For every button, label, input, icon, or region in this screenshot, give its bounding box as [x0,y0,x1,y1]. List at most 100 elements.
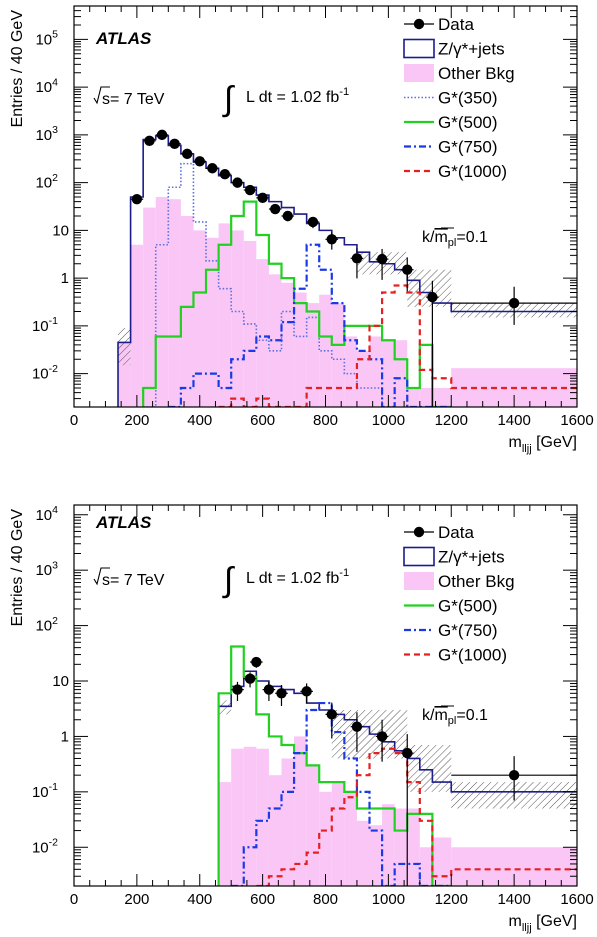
legend-label: G*(1000) [438,162,507,181]
y-tick-label: 102 [35,172,58,192]
legend-data-marker [413,526,425,538]
x-tick-label: 1000 [372,891,405,908]
other-bkg-bar [256,748,269,886]
x-tick-label: 800 [313,412,338,429]
y-tick-label: 10-1 [32,781,58,801]
atlas-label: ATLAS [95,29,152,48]
data-point [244,673,256,684]
y-tick-label: 104 [35,76,58,96]
g500-histogram [142,200,452,407]
data-point [144,135,155,147]
data-point [402,747,413,759]
x-tick-label: 400 [187,412,212,429]
other-bkg-bar [243,240,257,407]
y-tick-label: 103 [35,559,58,579]
data-point [307,216,319,228]
uncertainty-band [407,745,452,792]
data-point [131,193,143,205]
other-bkg-bar [294,292,307,407]
atlas-label: ATLAS [95,513,152,532]
other-bkg-bar [356,820,370,886]
plot-area [117,129,577,407]
x-tick-label: 1200 [435,891,468,908]
data-point [376,731,388,742]
uncertainty-band [118,328,131,366]
legend-entry-data: Data [404,523,474,542]
luminosity-label: L dt = 1.02 fb-1 [246,567,349,587]
x-tick-label: 1400 [497,412,530,429]
coupling-label: k/mpl=0.1 [422,707,488,727]
data-point [207,163,218,174]
legend-entry-g750: G*(750) [404,138,498,157]
other-bkg-bar [369,825,383,886]
legend: Data Z/γ*+jets Other Bkg G*(500) G*(750) G*(1… [403,523,515,665]
x-axis-label: mlljj [GeV] [509,913,577,934]
data-point [508,297,520,309]
other-bkg-bar [331,782,345,886]
y-tick-label: 105 [35,29,58,49]
x-tick-label: 1600 [560,891,593,908]
sqrt-symbol [93,86,110,105]
data-point [270,203,281,215]
g1000-histogram [256,747,577,886]
other-bkg-bar [130,244,144,407]
x-tick-label: 600 [250,891,275,908]
legend-entry-g500: G*(500) [404,597,498,616]
legend-label: Other Bkg [438,572,515,591]
x-tick-label: 600 [250,412,275,429]
other-bkg-bar [294,736,307,886]
other-bkg-bar [281,758,295,886]
legend-entry-other: Other Bkg [404,64,515,83]
other-bkg-bar [206,237,219,407]
y-tick-label: 1 [61,728,69,745]
legend-data-marker [413,18,425,30]
other-bkg-bar [306,765,320,886]
sqrt-s-label: s= 7 TeV [102,572,165,589]
legend-zjets-box [403,38,435,59]
legend-label: G*(500) [438,113,498,132]
other-bkg-bar [143,207,156,407]
other-bkg-bar [193,230,207,407]
other-bkg-bar [319,294,332,407]
other-bkg-bar [281,282,295,407]
x-tick-label: 0 [70,891,78,908]
legend-entry-data: Data [404,15,474,34]
other-bkg-bar [306,303,320,407]
y-tick-label: 10-1 [32,315,58,335]
legend-label: Data [438,523,474,542]
data-point [282,210,293,222]
integral-symbol: ∫ [222,561,235,599]
data-point [232,684,243,695]
data-point [232,177,243,188]
data-point [301,686,312,697]
y-tick-label: 102 [35,615,58,635]
top-panel: 0 200 400 600 800 1000 1200 1400 1600 10-2 10-1 1 10… [9,5,594,455]
other-bkg-bar [155,196,169,407]
data-point [251,656,262,668]
x-tick-label: 400 [187,891,212,908]
legend-entry-other: Other Bkg [404,572,515,591]
other-bkg-bar [432,387,452,407]
legend-entry-g1000: G*(1000) [404,646,507,665]
other-bkg-bar [344,791,357,886]
data-point [257,192,268,204]
legend-label: Data [438,15,474,34]
x-axis-label: mlljj [GeV] [509,434,577,455]
legend-other-box [404,572,434,590]
legend-label: G*(500) [438,597,498,616]
x-tick-label: 1000 [372,412,405,429]
data-point [263,684,275,695]
legend-label: G*(350) [438,89,498,108]
other-bkg-bar [356,350,370,407]
data-point [376,253,388,265]
data-point [244,184,256,196]
legend-label: Z/γ*+jets [438,548,505,567]
other-bkg-bar [382,804,395,886]
data-point [326,709,337,720]
legend-other-box [404,64,434,82]
legend-entry-g350: G*(350) [404,89,498,108]
legend-zjets-box [403,546,435,567]
other-bkg-bar [168,199,181,407]
legend-entry-zjets: Z/γ*+jets [403,38,505,59]
